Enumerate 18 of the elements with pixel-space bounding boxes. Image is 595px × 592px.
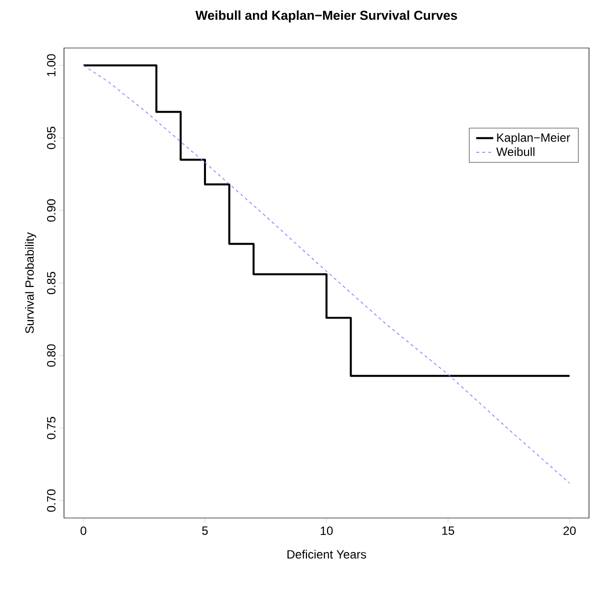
y-tick-label: 0.75 [47, 416, 56, 440]
legend-label: Weibull [496, 147, 534, 156]
y-tick-label: 0.85 [47, 272, 56, 294]
y-tick-label: 0.70 [47, 489, 56, 512]
x-tick-label: 20 [564, 526, 576, 535]
chart-title: Weibull and Kaplan−Meier Survival Curves [195, 10, 458, 22]
line-series [83, 65, 570, 484]
x-tick-label: 10 [320, 526, 333, 535]
y-axis-title: Survival Probability [25, 232, 36, 334]
y-tick-label: 0.90 [47, 199, 56, 222]
x-tick-label: 15 [442, 526, 454, 535]
x-tick-label: 5 [202, 526, 208, 535]
legend-label: Kaplan−Meier [497, 133, 570, 144]
x-tick-label: 0 [80, 526, 86, 535]
y-tick-label: 0.80 [47, 344, 56, 367]
x-axis-title: Deficient Years [288, 550, 366, 559]
y-tick-label: 0.95 [47, 126, 56, 150]
y-tick-label: 1.00 [47, 54, 56, 76]
